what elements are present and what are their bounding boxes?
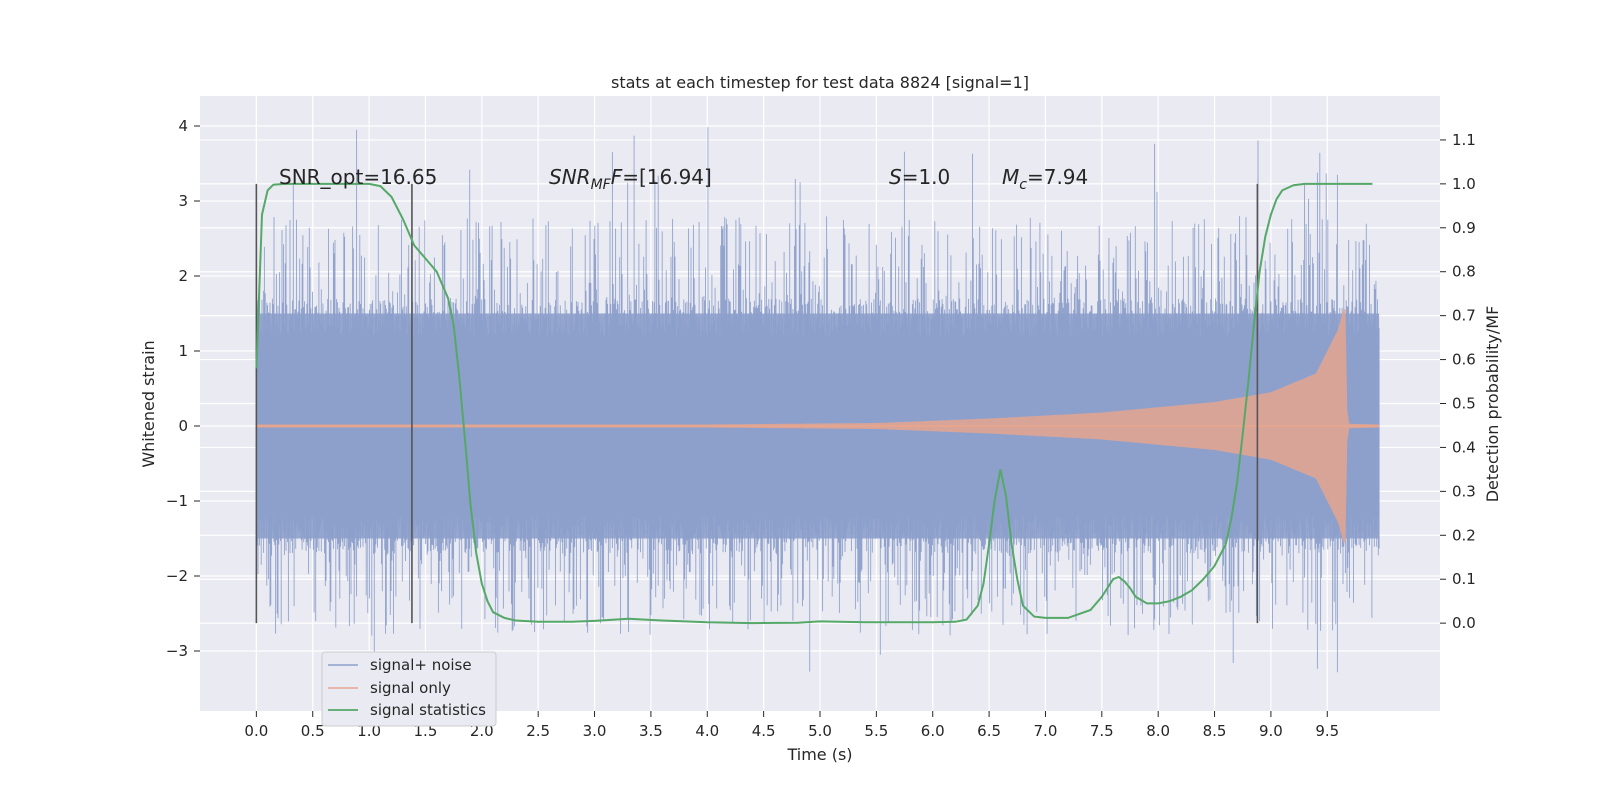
annotation-s: S=1.0 — [889, 165, 950, 189]
y-right-tick-label: 0.7 — [1452, 307, 1476, 325]
y-right-tick-label: 0.2 — [1452, 526, 1476, 544]
x-axis-label: Time (s) — [786, 745, 852, 764]
signal-statistics-series — [255, 182, 1373, 625]
mc-value: =7.94 — [1027, 165, 1088, 189]
y-left-tick-label: −2 — [166, 567, 188, 585]
x-tick-label: 7.0 — [1034, 722, 1058, 740]
legend-box — [321, 651, 497, 727]
x-tick-label: 9.0 — [1259, 722, 1283, 740]
y-axis-left-label: Whitened strain — [139, 340, 158, 467]
y-right-tick-label: 0.8 — [1452, 263, 1476, 281]
legend-label-signal-noise: signal+ noise — [370, 656, 472, 674]
signal-only-series — [256, 309, 1380, 543]
x-tick-label: 4.5 — [752, 722, 776, 740]
y-right-tick-label: 1.1 — [1452, 131, 1476, 149]
y-left-tick-label: 3 — [178, 192, 188, 210]
x-tick-label: 3.0 — [583, 722, 607, 740]
y-right-tick-label: 1.0 — [1452, 175, 1476, 193]
y-right-tick-label: 0.3 — [1452, 482, 1476, 500]
snr-mf-value: =[16.94] — [622, 165, 712, 189]
y-left-tick-label: 2 — [178, 267, 188, 285]
annotation-snr-mf: SNRMFF=[16.94] — [549, 165, 712, 193]
snr-mf-subscript: MF — [591, 177, 612, 193]
x-tick-label: 5.0 — [808, 722, 832, 740]
legend: signal+ noise signal only signal statist… — [321, 651, 497, 727]
chart-title: stats at each timestep for test data 882… — [611, 73, 1029, 92]
y-left-tick-label: 4 — [178, 117, 188, 135]
y-left-tick-label: −1 — [166, 492, 188, 510]
x-tick-label: 3.5 — [639, 722, 663, 740]
legend-label-signal-only: signal only — [370, 679, 451, 697]
x-tick-label: 6.5 — [977, 722, 1001, 740]
y-left-tick-label: 1 — [178, 342, 188, 360]
y-left-tick-label: 0 — [178, 417, 188, 435]
y-right-tick-label: 0.5 — [1452, 395, 1476, 413]
x-tick-label: 4.0 — [695, 722, 719, 740]
y-right-tick-label: 0.0 — [1452, 614, 1476, 632]
s-label: S — [889, 165, 902, 189]
snr-mf-f: F — [611, 165, 623, 189]
s-value: =1.0 — [902, 165, 951, 189]
vertical-markers — [255, 183, 1259, 624]
signal-statistics-line — [255, 182, 1373, 625]
legend-label-signal-statistics: signal statistics — [370, 701, 486, 719]
x-tick-label: 9.5 — [1315, 722, 1339, 740]
snr-mf-label: SNR — [549, 165, 591, 189]
y-right-tick-label: 0.9 — [1452, 219, 1476, 237]
mc-label: M — [1002, 165, 1019, 189]
x-tick-label: 8.5 — [1203, 722, 1227, 740]
mc-subscript: c — [1019, 177, 1027, 193]
x-tick-label: 7.5 — [1090, 722, 1114, 740]
ticks: 0.0 0.5 1.0 1.5 2.0 2.5 3.0 3.5 4.0 4.5 5.0 5.5 6.0 6… — [166, 117, 1476, 740]
annotation-snr-opt: SNR_opt=16.65 — [279, 165, 437, 189]
y-axis-right-label: Detection probability/MF — [1483, 306, 1502, 503]
y-right-tick-label: 0.4 — [1452, 438, 1476, 456]
y-right-tick-label: 0.6 — [1452, 351, 1476, 369]
x-tick-label: 0.5 — [301, 722, 325, 740]
x-tick-label: 6.0 — [921, 722, 945, 740]
x-tick-label: 2.5 — [526, 722, 550, 740]
x-tick-label: 0.0 — [244, 722, 268, 740]
y-right-tick-label: 0.1 — [1452, 570, 1476, 588]
x-tick-label: 8.0 — [1146, 722, 1170, 740]
annotation-mc: Mc=7.94 — [1002, 165, 1088, 193]
x-tick-label: 5.5 — [864, 722, 888, 740]
y-left-tick-label: −3 — [166, 642, 188, 660]
